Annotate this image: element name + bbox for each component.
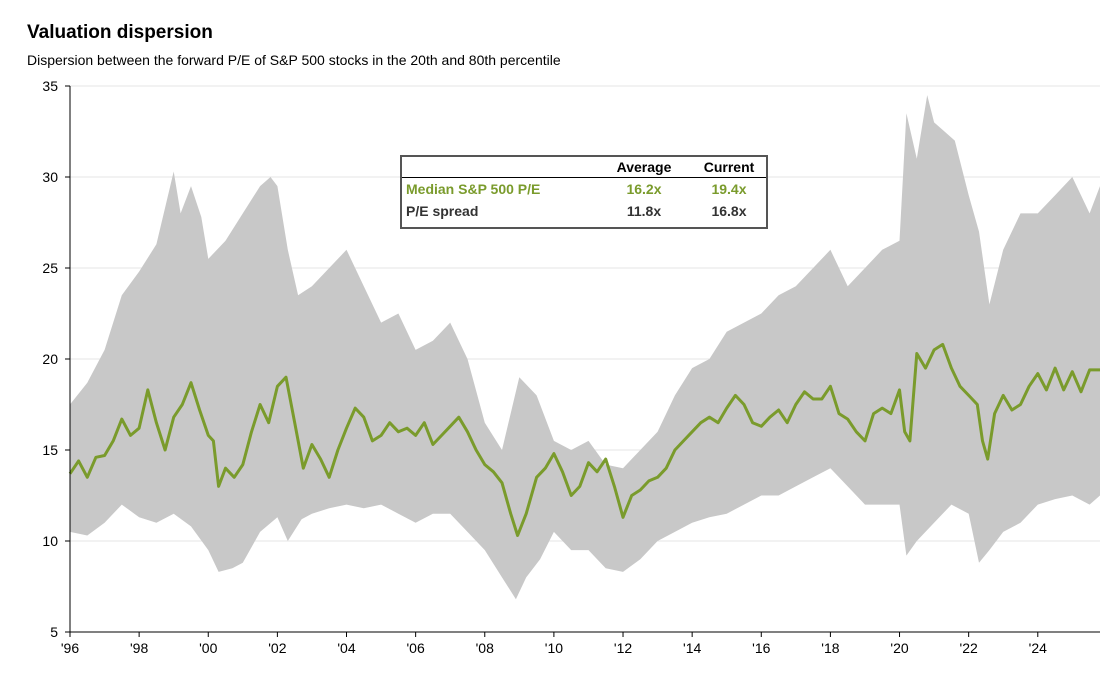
median-pe-line [68,342,1100,537]
x-tick-label-1998: '98 [130,640,148,656]
table-row-label-median: Median S&P 500 P/E [406,181,541,197]
x-tick-label-2000: '00 [199,640,217,656]
chart-marks [68,95,1100,600]
y-tick-label-10: 10 [42,533,58,549]
x-tick-label-2002: '02 [268,640,286,656]
x-tick-label-2010: '10 [545,640,563,656]
x-tick-label-2022: '22 [960,640,978,656]
chart-title: Valuation dispersion [27,22,213,43]
table-cell-spread-current: 16.8x [711,203,747,219]
table-header-blank [402,157,596,178]
x-tick-label-2012: '12 [614,640,632,656]
x-tick-label-2008: '08 [476,640,494,656]
x-tick-label-2014: '14 [683,640,701,656]
x-tick-label-2020: '20 [890,640,908,656]
x-tick-label-2024: '24 [1029,640,1047,656]
x-tick-label-1996: '96 [61,640,79,656]
table-header-average: Average [596,157,692,178]
x-tick-label-2004: '04 [337,640,355,656]
x-tick-label-2018: '18 [821,640,839,656]
table-row-label-spread: P/E spread [406,203,479,219]
table-header-current: Current [692,157,766,178]
x-tick-label-2006: '06 [407,640,425,656]
y-tick-label-25: 25 [42,260,58,276]
x-tick-label-2016: '16 [752,640,770,656]
y-tick-label-5: 5 [50,624,58,640]
y-tick-label-20: 20 [42,351,58,367]
y-tick-label-15: 15 [42,442,58,458]
axes: 5 10 15 20 25 30 35 '96 '98 '00 '02 '04 '06 '08 '10 '12… [42,78,1100,656]
table-cell-median-average: 16.2x [626,181,662,197]
y-tick-label-35: 35 [42,78,58,94]
table-cell-median-current: 19.4x [711,181,747,197]
stats-table: Average Current Median S&P 500 P/E 16.2x… [400,155,768,229]
table-cell-spread-average: 11.8x [626,203,662,219]
y-tick-label-30: 30 [42,169,58,185]
chart-subtitle: Dispersion between the forward P/E of S&… [27,52,561,68]
